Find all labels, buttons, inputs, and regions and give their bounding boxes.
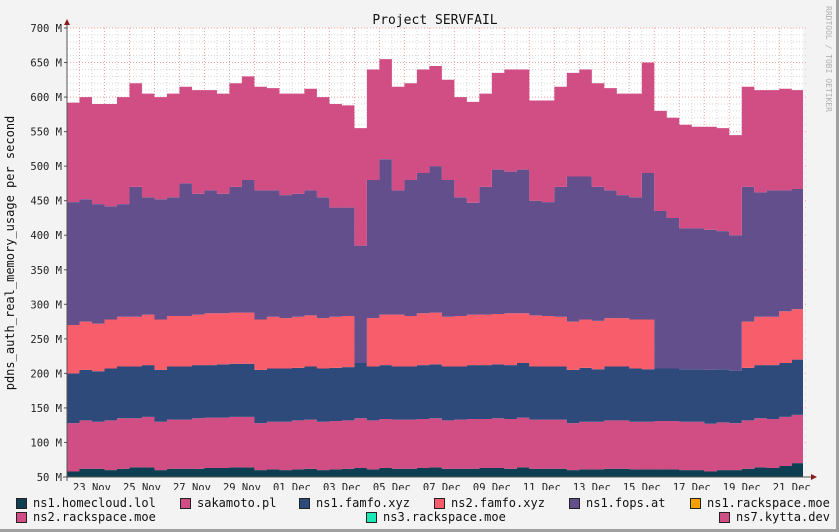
area-ns1-fops-at xyxy=(67,159,803,371)
area-sakamoto-pl xyxy=(67,414,803,472)
x-tick-label: 17 Dec xyxy=(673,482,711,490)
y-tick-label: 500 M xyxy=(30,161,62,173)
legend-item: ns3.rackspace.moe xyxy=(366,510,506,524)
axes: 50 M 100 M 150 M 200 M 250 M 300 M 350 M 400 M 4… xyxy=(30,19,817,490)
x-tick-label: 13 Dec xyxy=(573,482,611,490)
legend-item: ns1.famfo.xyz xyxy=(299,496,410,510)
y-tick-label: 200 M xyxy=(30,368,62,380)
legend-swatch xyxy=(299,497,310,509)
y-tick-label: 300 M xyxy=(30,299,62,311)
x-tick-label: 27 Nov xyxy=(173,482,211,490)
y-tick-label: 550 M xyxy=(30,127,62,139)
legend-label: ns3.rackspace.moe xyxy=(383,510,506,524)
legend-label: ns1.homecloud.lol xyxy=(33,496,156,510)
legend-swatch xyxy=(16,497,27,509)
legend-label: ns2.rackspace.moe xyxy=(33,510,156,524)
y-tick-label: 50 M xyxy=(37,472,62,484)
y-tick-label: 700 M xyxy=(30,23,62,35)
area-ns2-famfo-xyz xyxy=(67,309,803,374)
legend-item: ns7.kytta.dev xyxy=(719,510,830,524)
legend-item: ns1.homecloud.lol xyxy=(16,496,156,510)
y-tick-label: 350 M xyxy=(30,265,62,277)
x-tick-label: 25 Nov xyxy=(123,482,161,490)
area-ns2-rackspace-moe xyxy=(67,59,803,246)
y-tick-label: 600 M xyxy=(30,92,62,104)
legend-swatch xyxy=(366,511,377,523)
y-axis-label: pdns_auth_real_memory_usage per second xyxy=(3,116,17,391)
chart-canvas: Project SERVFAIL pdns_auth_real_memory_u… xyxy=(3,6,833,490)
y-tick-label: 400 M xyxy=(30,230,62,242)
x-tick-label: 05 Dec xyxy=(373,482,411,490)
y-tick-label: 650 M xyxy=(30,58,62,70)
area-ns1-homecloud-lol xyxy=(67,463,803,477)
x-tick-label: 11 Dec xyxy=(523,482,561,490)
legend-swatch xyxy=(180,497,191,509)
legend-item: ns2.rackspace.moe xyxy=(16,510,156,524)
x-axis-arrow-icon xyxy=(811,474,817,480)
y-tick-label: 450 M xyxy=(30,196,62,208)
legend-label: ns1.rackspace.moe xyxy=(707,496,830,510)
legend-swatch xyxy=(719,511,730,523)
y-tick-label: 250 M xyxy=(30,334,62,346)
area-ns1-famfo-xyz xyxy=(67,359,803,424)
legend-item: ns2.famfo.xyz xyxy=(434,496,545,510)
legend-item: ns1.fops.at xyxy=(569,496,665,510)
x-tick-label: 01 Dec xyxy=(273,482,311,490)
x-tick-label: 15 Dec xyxy=(623,482,661,490)
legend-swatch xyxy=(569,497,580,509)
x-tick-label: 03 Dec xyxy=(323,482,361,490)
stacked-areas xyxy=(67,59,803,477)
y-tick-label: 100 M xyxy=(30,437,62,449)
legend-label: ns2.famfo.xyz xyxy=(451,496,545,510)
x-tick-label: 19 Dec xyxy=(723,482,761,490)
x-tick-label: 29 Nov xyxy=(223,482,261,490)
rrdtool-watermark: RRDTOOL / TOBI OETIKER xyxy=(824,6,833,112)
legend-label: ns7.kytta.dev xyxy=(736,510,830,524)
chart-title: Project SERVFAIL xyxy=(372,13,497,28)
y-axis-arrow-icon xyxy=(64,19,70,25)
x-tick-label: 23 Nov xyxy=(73,482,111,490)
legend-item: sakamoto.pl xyxy=(180,496,276,510)
legend-label: ns1.famfo.xyz xyxy=(316,496,410,510)
legend-swatch xyxy=(16,511,27,523)
legend-swatch xyxy=(434,497,445,509)
x-tick-label: 07 Dec xyxy=(423,482,461,490)
legend-swatch xyxy=(690,497,701,509)
legend-item: ns1.rackspace.moe xyxy=(690,496,830,510)
x-tick-label: 21 Dec xyxy=(773,482,811,490)
legend-label: ns1.fops.at xyxy=(586,496,666,510)
y-tick-label: 150 M xyxy=(30,403,62,415)
legend-label: sakamoto.pl xyxy=(197,496,277,510)
x-tick-label: 09 Dec xyxy=(473,482,511,490)
